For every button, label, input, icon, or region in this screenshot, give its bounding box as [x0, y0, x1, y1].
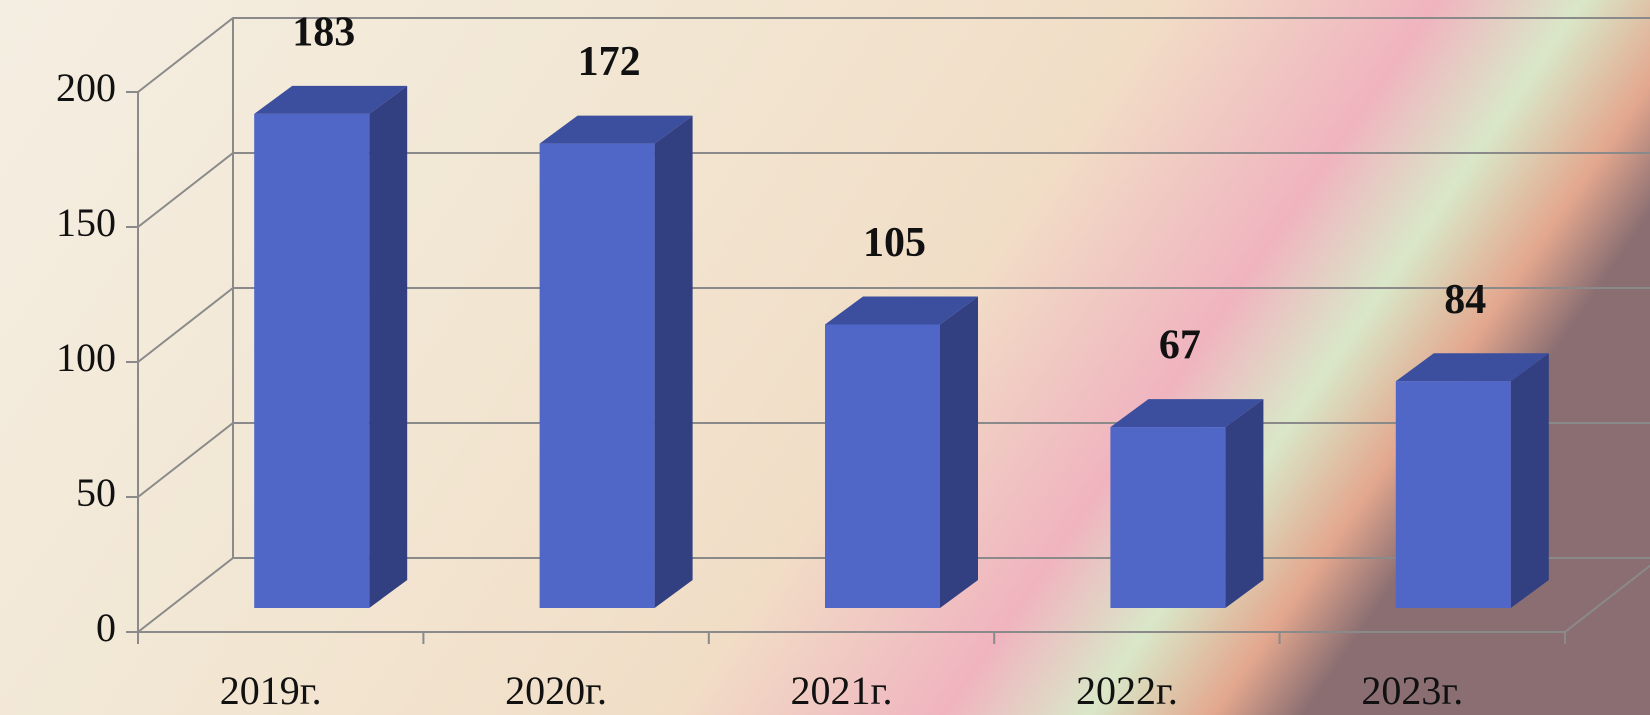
- x-tick-label: 2020г.: [505, 668, 607, 713]
- bar: [254, 113, 370, 609]
- bar-top: [1395, 353, 1549, 382]
- value-label: 183: [292, 10, 355, 56]
- y-tick-label: 0: [96, 605, 116, 650]
- value-label: 172: [578, 39, 641, 85]
- grid-line: [137, 17, 1650, 93]
- bar: [1110, 427, 1226, 608]
- y-tick-label: 100: [56, 335, 116, 380]
- bar: [539, 143, 655, 608]
- bar-side: [1510, 353, 1549, 608]
- value-label: 84: [1444, 277, 1486, 323]
- bar: [1395, 381, 1511, 608]
- bar: [825, 324, 940, 608]
- x-tick-label: 2019г.: [220, 668, 322, 713]
- value-label: 67: [1159, 323, 1201, 369]
- x-tick-label: 2023г.: [1361, 668, 1463, 713]
- y-tick-label: 200: [56, 65, 116, 110]
- bar-side: [654, 115, 693, 608]
- bar-side: [940, 296, 978, 608]
- bar-top: [825, 296, 978, 325]
- value-label: 105: [863, 220, 926, 266]
- grid-line: [137, 287, 1650, 363]
- grid-line: [137, 152, 1650, 228]
- bar-top: [539, 115, 693, 144]
- x-tick-label: 2021г.: [791, 668, 893, 713]
- bar-top: [1110, 399, 1264, 428]
- x-tick-label: 2022г.: [1076, 668, 1178, 713]
- bar-side: [1225, 399, 1264, 608]
- floor-edge: [1564, 564, 1650, 633]
- y-tick-label: 50: [76, 470, 116, 515]
- plot: 0 50 100 150 200 2019г. 183 2020г. 172 2021г. 105 2…: [56, 10, 1650, 713]
- bar-top: [254, 85, 408, 114]
- bar-side: [369, 85, 408, 608]
- y-tick-label: 150: [56, 200, 116, 245]
